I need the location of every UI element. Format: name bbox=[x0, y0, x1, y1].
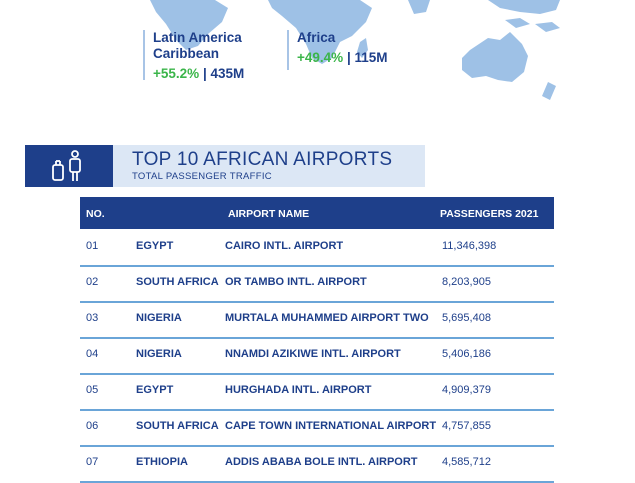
row-number: 05 bbox=[86, 384, 99, 396]
row-number: 04 bbox=[86, 348, 99, 360]
africa-shape bbox=[268, 0, 372, 64]
row-airport: CAIRO INTL. AIRPORT bbox=[225, 240, 344, 252]
row-passengers: 4,909,379 bbox=[442, 384, 491, 396]
row-airport: ADDIS ABABA BOLE INTL. AIRPORT bbox=[225, 456, 418, 468]
table-row: 01 EGYPT CAIRO INTL. AIRPORT 11,346,398 bbox=[80, 229, 554, 267]
row-number: 07 bbox=[86, 456, 99, 468]
stat-region-line1: Latin America bbox=[153, 30, 242, 45]
row-passengers: 11,346,398 bbox=[442, 240, 497, 252]
stat-divider bbox=[287, 30, 289, 70]
row-airport: CAPE TOWN INTERNATIONAL AIRPORT bbox=[225, 420, 437, 432]
table-row: 04 NIGERIA NNAMDI AZIKIWE INTL. AIRPORT 5,4… bbox=[80, 337, 554, 375]
stat-passengers: 435M bbox=[210, 66, 245, 81]
row-country: NIGERIA bbox=[136, 312, 182, 324]
stat-region-line2: Caribbean bbox=[153, 46, 220, 61]
header-airport: AIRPORT NAME bbox=[228, 208, 310, 220]
row-airport: MURTALA MUHAMMED AIRPORT TWO bbox=[225, 312, 429, 324]
row-number: 02 bbox=[86, 276, 99, 288]
section-subtitle: TOTAL PASSENGER TRAFFIC bbox=[132, 171, 272, 182]
stat-region-line1: Africa bbox=[297, 30, 336, 45]
stat-separator: | bbox=[202, 66, 207, 81]
row-airport: NNAMDI AZIKIWE INTL. AIRPORT bbox=[225, 348, 401, 360]
row-country: EGYPT bbox=[136, 240, 174, 252]
stat-divider bbox=[143, 30, 145, 80]
australia-shape bbox=[462, 32, 528, 82]
stat-latin-america: Latin America Caribbean +55.2% | 435M bbox=[143, 30, 283, 81]
row-country: EGYPT bbox=[136, 384, 174, 396]
row-passengers: 4,757,855 bbox=[442, 420, 491, 432]
south-america-shape bbox=[150, 0, 228, 50]
row-number: 03 bbox=[86, 312, 99, 324]
row-country: NIGERIA bbox=[136, 348, 182, 360]
table-row: 03 NIGERIA MURTALA MUHAMMED AIRPORT TWO 5,6… bbox=[80, 301, 554, 339]
stat-separator: | bbox=[346, 50, 351, 65]
world-map bbox=[150, 0, 560, 100]
row-number: 06 bbox=[86, 420, 99, 432]
row-airport: OR TAMBO INTL. AIRPORT bbox=[225, 276, 367, 288]
table-row: 06 SOUTH AFRICA CAPE TOWN INTERNATIONAL AI… bbox=[80, 409, 554, 447]
table-row: 07 ETHIOPIA ADDIS ABABA BOLE INTL. AIRPORT… bbox=[80, 445, 554, 483]
header-no: NO. bbox=[86, 208, 105, 220]
row-passengers: 5,695,408 bbox=[442, 312, 491, 324]
table-row: 05 EGYPT HURGHADA INTL. AIRPORT 4,909,379 bbox=[80, 373, 554, 411]
stat-change: +55.2% bbox=[153, 66, 200, 81]
row-country: ETHIOPIA bbox=[136, 456, 188, 468]
row-country: SOUTH AFRICA bbox=[136, 276, 219, 288]
row-country: SOUTH AFRICA bbox=[136, 420, 219, 432]
row-passengers: 5,406,186 bbox=[442, 348, 491, 360]
stat-passengers: 115M bbox=[354, 50, 388, 65]
row-airport: HURGHADA INTL. AIRPORT bbox=[225, 384, 372, 396]
row-passengers: 8,203,905 bbox=[442, 276, 491, 288]
table-header: NO. AIRPORT NAME PASSENGERS 2021 bbox=[80, 197, 554, 229]
row-passengers: 4,585,712 bbox=[442, 456, 491, 468]
stat-change: +49.4% bbox=[297, 50, 344, 65]
header-passengers: PASSENGERS 2021 bbox=[440, 208, 539, 220]
row-number: 01 bbox=[86, 240, 99, 252]
section-title: TOP 10 AFRICAN AIRPORTS bbox=[132, 149, 393, 170]
luggage-traveler-icon bbox=[52, 150, 81, 181]
stat-africa: Africa +49.4% | 115M bbox=[287, 30, 417, 70]
table-row: 02 SOUTH AFRICA OR TAMBO INTL. AIRPORT 8,20… bbox=[80, 265, 554, 303]
section-icon-box bbox=[25, 145, 113, 187]
